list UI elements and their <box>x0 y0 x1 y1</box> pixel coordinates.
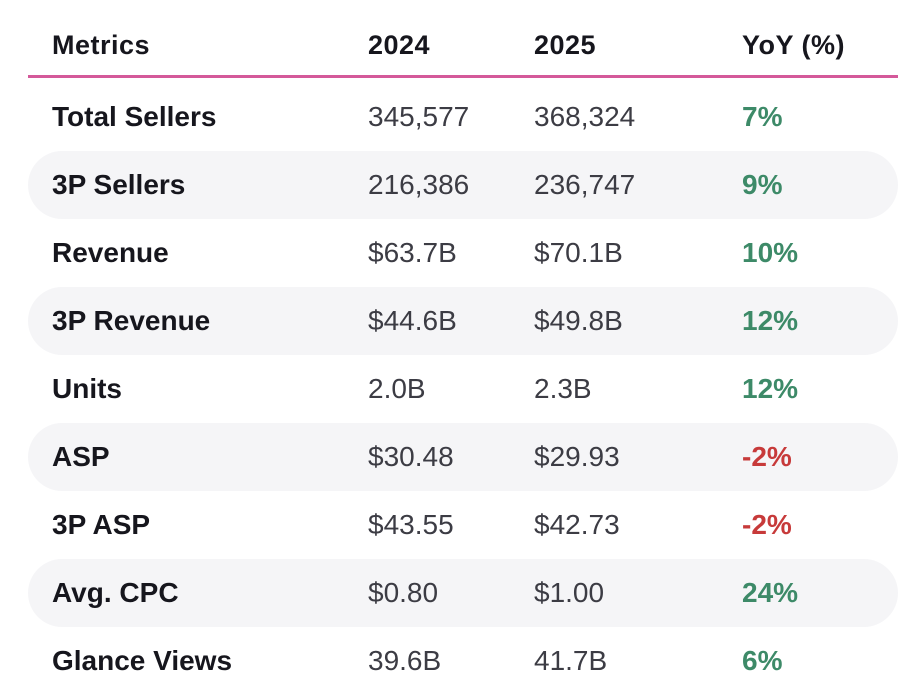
table-row: 3P Sellers 216,386 236,747 9% <box>28 151 898 219</box>
value-2024: $0.80 <box>368 577 439 608</box>
table-header: Metrics 2024 2025 YoY (%) <box>28 0 898 78</box>
value-2024: $44.6B <box>368 305 457 336</box>
value-2025: $49.8B <box>534 305 623 336</box>
header-metrics: Metrics <box>52 30 151 60</box>
yoy-change: 7% <box>742 101 783 132</box>
value-2025: 236,747 <box>534 169 636 200</box>
value-2024: 345,577 <box>368 101 470 132</box>
metric-label: 3P Sellers <box>52 169 186 200</box>
yoy-change: -2% <box>742 441 792 472</box>
value-2024: 2.0B <box>368 373 426 404</box>
yoy-change: 12% <box>742 305 799 336</box>
header-2025: 2025 <box>534 30 597 60</box>
yoy-change: 10% <box>742 237 799 268</box>
header-divider <box>28 75 898 78</box>
metric-label: 3P ASP <box>52 509 151 540</box>
table-row: Revenue $63.7B $70.1B 10% <box>28 219 898 287</box>
table-row: ASP $30.48 $29.93 -2% <box>28 423 898 491</box>
value-2025: $42.73 <box>534 509 620 540</box>
yoy-change: -2% <box>742 509 792 540</box>
table-row: Glance Views 39.6B 41.7B 6% <box>28 627 898 695</box>
metric-label: 3P Revenue <box>52 305 211 336</box>
table-row: 3P ASP $43.55 $42.73 -2% <box>28 491 898 559</box>
value-2024: $30.48 <box>368 441 454 472</box>
metric-label: Glance Views <box>52 645 233 676</box>
yoy-change: 24% <box>742 577 799 608</box>
value-2025: $1.00 <box>534 577 605 608</box>
value-2024: $63.7B <box>368 237 457 268</box>
yoy-change: 9% <box>742 169 783 200</box>
table-row: Avg. CPC $0.80 $1.00 24% <box>28 559 898 627</box>
value-2025: $29.93 <box>534 441 620 472</box>
value-2024: $43.55 <box>368 509 454 540</box>
header-yoy: YoY (%) <box>742 30 846 60</box>
table-row: Units 2.0B 2.3B 12% <box>28 355 898 423</box>
value-2024: 216,386 <box>368 169 470 200</box>
table-row: 3P Revenue $44.6B $49.8B 12% <box>28 287 898 355</box>
yoy-change: 12% <box>742 373 799 404</box>
table-row: Total Sellers 345,577 368,324 7% <box>28 83 898 151</box>
metric-label: Avg. CPC <box>52 577 179 608</box>
value-2025: 2.3B <box>534 373 592 404</box>
value-2025: $70.1B <box>534 237 623 268</box>
metric-label: Revenue <box>52 237 169 268</box>
value-2024: 39.6B <box>368 645 442 676</box>
value-2025: 41.7B <box>534 645 608 676</box>
yoy-change: 6% <box>742 645 783 676</box>
header-2024: 2024 <box>368 30 431 60</box>
value-2025: 368,324 <box>534 101 636 132</box>
metric-label: Units <box>52 373 122 404</box>
metric-label: ASP <box>52 441 110 472</box>
metric-label: Total Sellers <box>52 101 217 132</box>
metrics-table: Metrics 2024 2025 YoY (%) Total Sellers 3… <box>28 0 898 696</box>
